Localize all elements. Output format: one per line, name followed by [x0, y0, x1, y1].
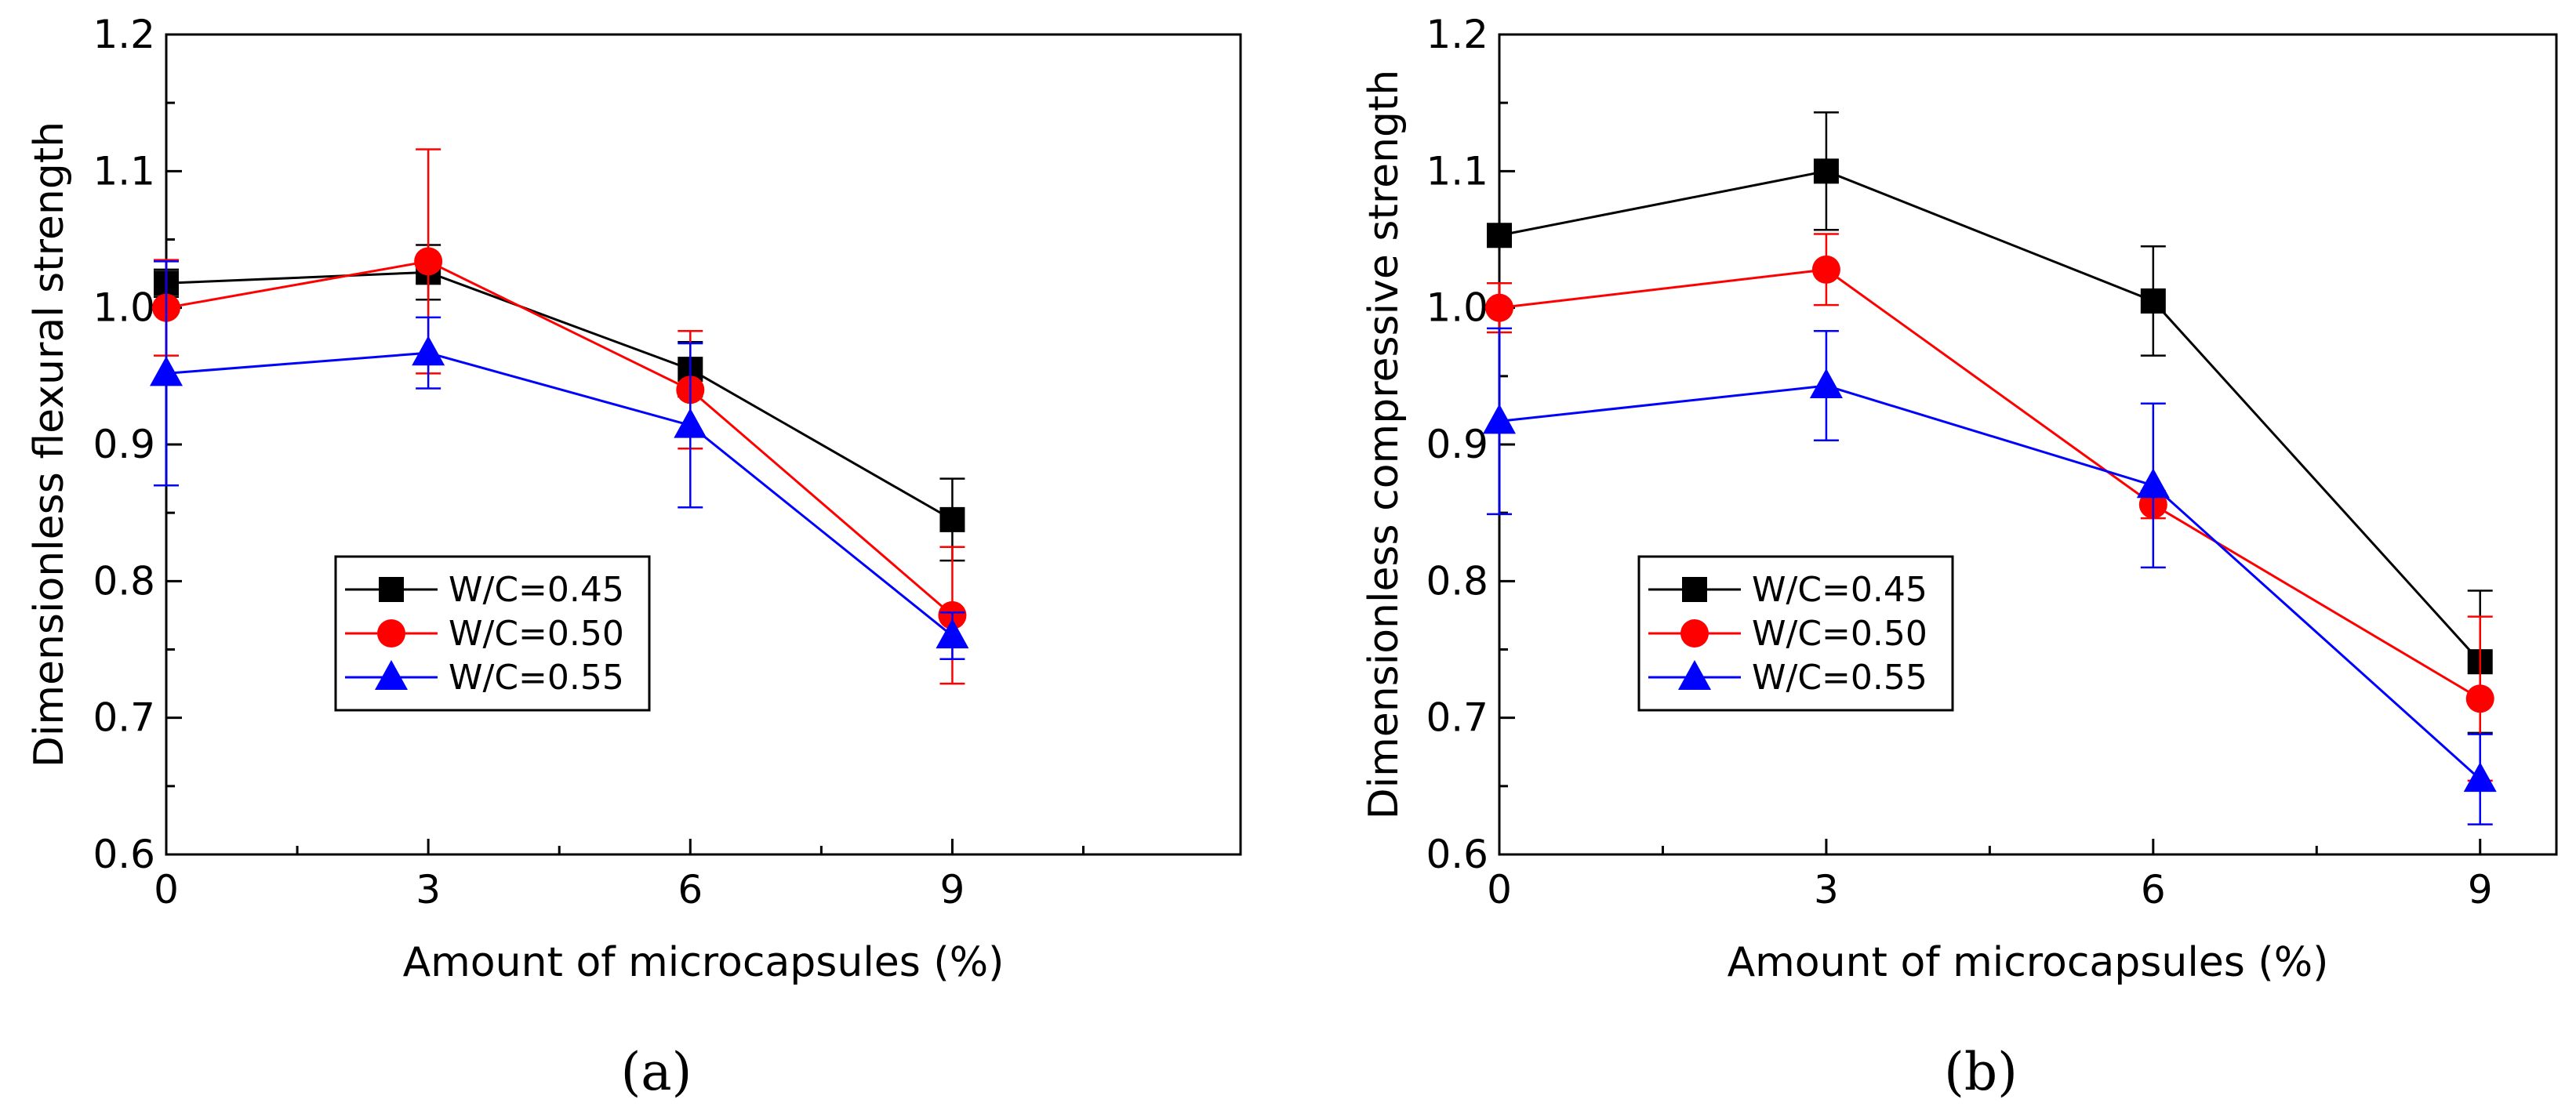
y-axis: 0.6 0.7 0.8 0.9 1.0 1.1 1.2 [1426, 12, 1515, 877]
data-point [1811, 255, 1840, 284]
legend-label: W/C=0.45 [1752, 570, 1927, 610]
series-layer [150, 148, 969, 685]
y-tick-label: 1.0 [1426, 285, 1488, 331]
legend-marker [375, 660, 408, 690]
data-point [1813, 158, 1839, 184]
y-tick-label: 0.9 [1426, 422, 1488, 467]
series-layer [1483, 111, 2497, 825]
x-axis: 0 3 6 9 [154, 839, 1085, 912]
legend-marker [1680, 619, 1709, 648]
y-tick-label: 0.6 [93, 832, 155, 877]
data-point [674, 408, 707, 438]
legend-label: W/C=0.55 [1752, 658, 1927, 698]
x-tick-label: 6 [2141, 867, 2166, 912]
series-w-c-0-45 [1487, 111, 2493, 735]
legend-marker [379, 577, 404, 602]
legend-label: W/C=0.50 [449, 614, 624, 654]
x-tick-label: 0 [1487, 867, 1512, 912]
x-tick-label: 9 [2468, 867, 2493, 912]
legend-marker [377, 619, 405, 648]
legend-label: W/C=0.55 [449, 658, 624, 698]
legend-label: W/C=0.50 [1752, 614, 1927, 654]
x-tick-label: 3 [416, 867, 441, 912]
y-tick-label: 1.2 [93, 12, 155, 57]
y-axis: 0.6 0.7 0.8 0.9 1.0 1.1 1.2 [93, 12, 182, 877]
y-axis-title: Dimensionless flexural strength [26, 122, 73, 767]
y-tick-label: 0.8 [1426, 558, 1488, 604]
data-point [936, 618, 969, 649]
y-tick-label: 1.2 [1426, 12, 1488, 57]
y-tick-label: 0.9 [93, 422, 155, 467]
panel-label: (a) [621, 1042, 692, 1102]
data-point [1485, 293, 1513, 322]
y-tick-label: 0.8 [93, 558, 155, 604]
x-tick-label: 3 [1814, 867, 1839, 912]
x-tick-label: 6 [678, 867, 703, 912]
series-w-c-0-55 [1483, 327, 2497, 825]
legend-label: W/C=0.45 [449, 570, 624, 610]
y-tick-label: 1.1 [93, 148, 155, 194]
data-point [1483, 404, 1516, 434]
series-line [1499, 384, 2481, 781]
y-tick-label: 1.1 [1426, 148, 1488, 194]
series-line [165, 270, 954, 521]
series-line [165, 259, 954, 617]
data-point [412, 336, 445, 366]
data-point [2136, 468, 2170, 499]
y-tick-label: 0.7 [93, 695, 155, 741]
x-axis-title: Amount of microcapsules (%) [1728, 939, 2329, 986]
x-tick-label: 0 [154, 867, 179, 912]
y-tick-label: 1.0 [93, 285, 155, 331]
legend: W/C=0.45W/C=0.50W/C=0.55 [1637, 555, 1954, 712]
data-point [2463, 762, 2497, 793]
y-tick-label: 0.6 [1426, 832, 1488, 877]
x-axis-title: Amount of microcapsules (%) [403, 939, 1005, 986]
data-point [150, 356, 183, 386]
series-w-c-0-55 [150, 260, 969, 660]
data-point [939, 506, 965, 532]
x-tick-label: 9 [940, 867, 965, 912]
series-line [165, 351, 954, 637]
data-point [2465, 684, 2494, 713]
panel-label: (b) [1944, 1042, 2018, 1102]
plot-frame [165, 33, 1242, 856]
data-point [1809, 368, 1843, 399]
series-line [1499, 268, 2481, 700]
data-point [1487, 223, 1512, 248]
x-axis: 0 3 6 9 [1487, 839, 2493, 912]
legend: W/C=0.45W/C=0.50W/C=0.55 [334, 555, 651, 712]
legend-marker [1678, 660, 1711, 690]
data-point [414, 247, 443, 276]
series-line [1499, 169, 2481, 663]
plot-frame [1498, 33, 2558, 856]
series-w-c-0-45 [154, 244, 965, 562]
y-axis-title: Dimensionless compressive strength [1361, 70, 1408, 820]
data-point [2140, 288, 2166, 314]
legend-marker [1682, 577, 1707, 602]
y-tick-label: 0.7 [1426, 695, 1488, 741]
series-w-c-0-50 [1485, 233, 2494, 782]
